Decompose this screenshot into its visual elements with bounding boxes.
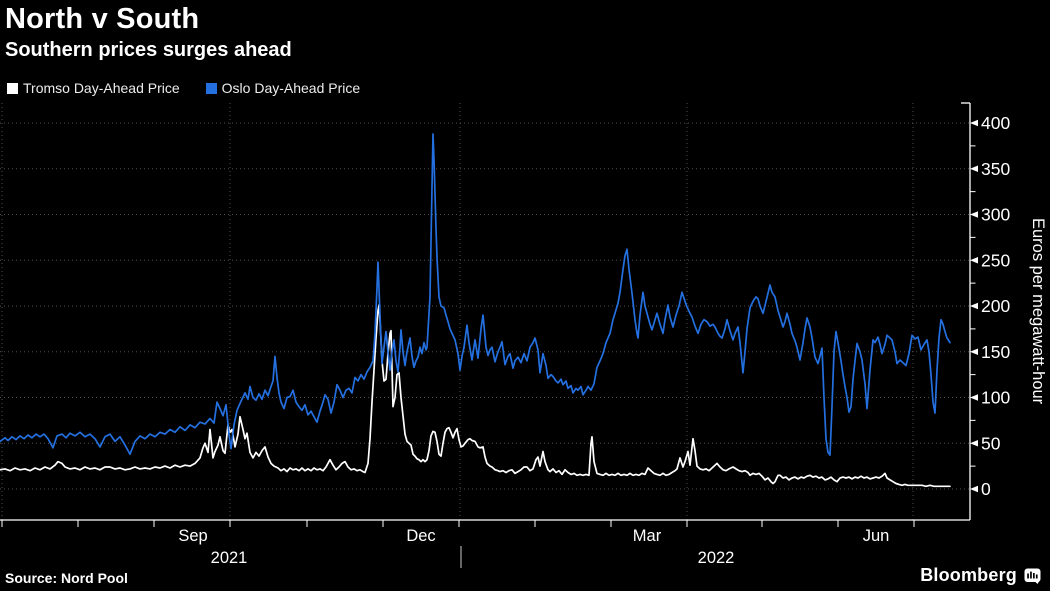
x-axis-month-label: Dec bbox=[406, 527, 435, 545]
y-axis-tick-label: 350 bbox=[981, 159, 1010, 179]
oslo-series-swatch-icon bbox=[205, 82, 217, 94]
tromso-series-swatch-icon bbox=[7, 82, 18, 94]
page-title: North v South bbox=[5, 3, 200, 35]
y-axis-tick-marker bbox=[970, 211, 978, 218]
y-axis-tick-label: 150 bbox=[981, 342, 1010, 362]
legend-label-tromso: Tromso Day-Ahead Price bbox=[23, 80, 180, 96]
y-axis-tick-label: 100 bbox=[981, 388, 1010, 408]
y-axis-tick-marker bbox=[970, 348, 978, 355]
oslo-price-line bbox=[0, 133, 951, 456]
legend-label-oslo: Oslo Day-Ahead Price bbox=[221, 80, 361, 96]
y-axis-tick-label: 400 bbox=[981, 113, 1010, 133]
chart-legend: Tromso Day-Ahead Price Oslo Day-Ahead Pr… bbox=[7, 80, 360, 96]
y-axis-tick-label: 0 bbox=[981, 479, 991, 499]
bloomberg-terminal-icon bbox=[1024, 568, 1041, 584]
y-axis-tick-marker bbox=[970, 119, 978, 127]
bloomberg-wordmark: Bloomberg bbox=[920, 565, 1017, 585]
source-credit: Source: Nord Pool bbox=[5, 570, 128, 586]
legend-item-oslo: Oslo Day-Ahead Price bbox=[205, 80, 361, 96]
y-axis-tick-marker bbox=[970, 394, 978, 401]
x-axis-month-label: Jun bbox=[863, 527, 890, 545]
x-axis-year-label: 2021 bbox=[211, 549, 248, 567]
y-axis-tick-label: 50 bbox=[981, 433, 1001, 453]
bloomberg-logo: Bloomberg bbox=[920, 565, 1041, 586]
legend-item-tromso: Tromso Day-Ahead Price bbox=[7, 80, 180, 96]
y-axis-tick-label: 200 bbox=[981, 296, 1010, 316]
y-axis-tick-marker bbox=[970, 485, 978, 493]
y-axis-tick-label: 250 bbox=[981, 250, 1010, 270]
y-axis-tick-marker bbox=[970, 440, 978, 447]
chart-subtitle: Southern prices surges ahead bbox=[5, 39, 292, 61]
y-axis-tick-marker bbox=[970, 302, 978, 310]
y-axis-tick-marker bbox=[970, 165, 978, 172]
y-axis-title: Euros per megawatt-hour bbox=[1029, 218, 1047, 405]
y-axis-tick-marker bbox=[970, 257, 978, 264]
tromso-price-line bbox=[0, 304, 951, 488]
x-axis-year-label: 2022 bbox=[698, 549, 735, 567]
x-axis-month-label: Sep bbox=[178, 527, 207, 545]
y-axis-tick-label: 300 bbox=[981, 205, 1010, 225]
x-axis-month-label: Mar bbox=[633, 527, 662, 545]
